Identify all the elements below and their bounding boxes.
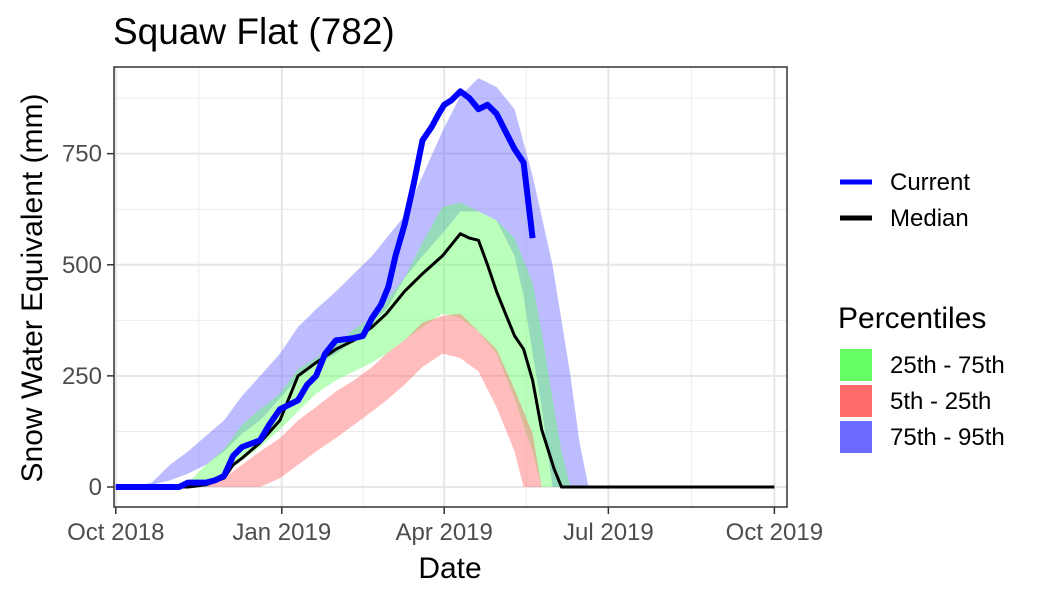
legend-label-5-25: 5th - 25th: [890, 388, 991, 415]
chart-title: Squaw Flat (782): [113, 11, 395, 52]
x-tick-label: Apr 2019: [395, 519, 492, 546]
legend-label-25-75: 25th - 75th: [890, 352, 1005, 379]
x-axis-title: Date: [418, 552, 481, 585]
y-tick-label: 0: [89, 474, 102, 501]
x-tick-label: Oct 2019: [726, 519, 823, 546]
band-75th-95th: [115, 78, 775, 487]
legend-label-75-95: 75th - 95th: [890, 424, 1005, 451]
y-tick-label: 500: [62, 252, 102, 279]
legend-label-current: Current: [890, 169, 970, 196]
x-axis-ticks: Oct 2018 Jan 2019 Apr 2019 Jul 2019 Oct 2019: [67, 507, 823, 546]
legend: Current Median Percentiles 25th - 75th 5…: [838, 169, 1005, 453]
plot-background: [114, 67, 787, 507]
plot-area: [114, 67, 787, 507]
series-lines: [115, 88, 775, 490]
legend-label-median: Median: [890, 205, 969, 232]
legend-key-75-95: [840, 421, 872, 453]
y-tick-label: 750: [62, 141, 102, 168]
legend-key-25-75: [840, 349, 872, 381]
y-tick-label: 250: [62, 363, 102, 390]
legend-title-percentiles: Percentiles: [838, 302, 986, 335]
y-axis-title: Snow Water Equivalent (mm): [16, 93, 49, 482]
x-tick-label: Jan 2019: [232, 519, 331, 546]
band-5th-25th: [115, 313, 775, 487]
series-line-median: [115, 232, 775, 489]
x-tick-label: Oct 2018: [67, 519, 164, 546]
gridlines: [114, 67, 787, 507]
y-axis-ticks: 0 250 500 750: [62, 141, 114, 501]
legend-key-5-25: [840, 385, 872, 417]
plot-panel-border: [113, 66, 788, 508]
series-line-current: [115, 88, 536, 490]
x-tick-label: Jul 2019: [563, 519, 654, 546]
